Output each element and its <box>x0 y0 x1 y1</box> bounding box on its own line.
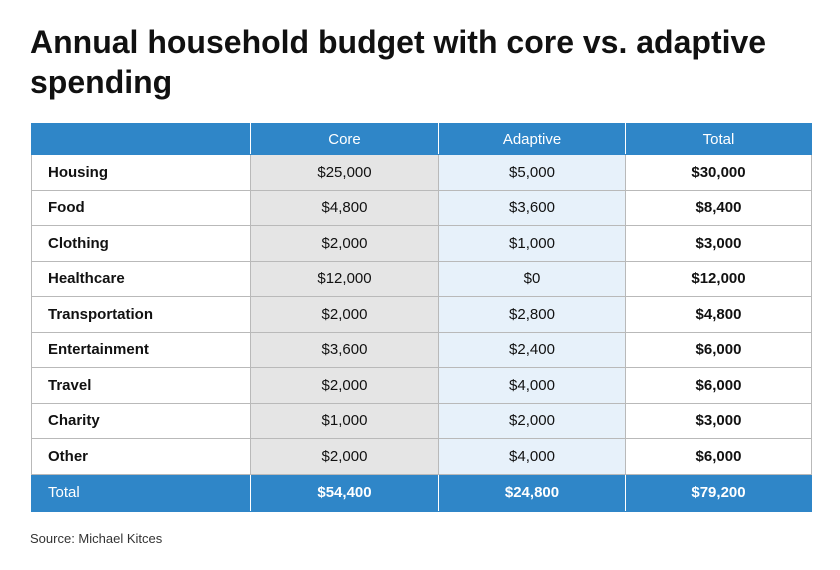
row-adaptive-cell: $1,000 <box>438 225 626 262</box>
row-core-cell: $2,000 <box>250 225 439 262</box>
column-header-total: Total <box>625 123 812 155</box>
row-total-cell: $12,000 <box>625 260 812 297</box>
row-total-cell: $6,000 <box>625 331 812 368</box>
row-total-cell: $4,800 <box>625 296 812 333</box>
row-category-cell: Other <box>31 438 251 475</box>
row-adaptive-cell: $2,400 <box>438 331 626 368</box>
row-core-cell: $25,000 <box>250 154 439 191</box>
row-total-cell: $30,000 <box>625 154 812 191</box>
row-category-cell: Entertainment <box>31 331 251 368</box>
total-label: Total <box>31 473 251 512</box>
row-core-cell: $12,000 <box>250 260 439 297</box>
row-adaptive-cell: $3,600 <box>438 189 626 226</box>
table-body: Housing $25,000 $5,000 $30,000 Food $4,800 $3,… <box>31 154 812 475</box>
table-row: Other $2,000 $4,000 $6,000 <box>31 438 812 475</box>
row-core-cell: $1,000 <box>250 402 439 439</box>
row-adaptive-cell: $4,000 <box>438 367 626 404</box>
table-row: Clothing $2,000 $1,000 $3,000 <box>31 225 812 262</box>
total-adaptive: $24,800 <box>438 473 626 512</box>
table-row: Entertainment $3,600 $2,400 $6,000 <box>31 331 812 368</box>
table-row: Travel $2,000 $4,000 $6,000 <box>31 367 812 404</box>
row-total-cell: $6,000 <box>625 438 812 475</box>
row-adaptive-cell: $2,000 <box>438 402 626 439</box>
column-header-category <box>31 123 251 155</box>
row-adaptive-cell: $5,000 <box>438 154 626 191</box>
source-note: Source: Michael Kitces <box>30 531 163 546</box>
row-core-cell: $2,000 <box>250 367 439 404</box>
row-adaptive-cell: $0 <box>438 260 626 297</box>
row-total-cell: $6,000 <box>625 367 812 404</box>
page-title: Annual household budget with core vs. ad… <box>30 24 767 100</box>
row-category-cell: Clothing <box>31 225 251 262</box>
column-header-core: Core <box>250 123 439 155</box>
table-row: Housing $25,000 $5,000 $30,000 <box>31 154 812 191</box>
table-row: Food $4,800 $3,600 $8,400 <box>31 189 812 226</box>
total-total: $79,200 <box>625 473 812 512</box>
row-core-cell: $2,000 <box>250 296 439 333</box>
row-total-cell: $8,400 <box>625 189 812 226</box>
row-total-cell: $3,000 <box>625 402 812 439</box>
row-total-cell: $3,000 <box>625 225 812 262</box>
row-category-cell: Housing <box>31 154 251 191</box>
row-category-cell: Travel <box>31 367 251 404</box>
row-category-cell: Transportation <box>31 296 251 333</box>
row-category-cell: Healthcare <box>31 260 251 297</box>
row-category-cell: Charity <box>31 402 251 439</box>
budget-table: Core Adaptive Total Housing $25,000 $5,000… <box>31 123 812 512</box>
row-adaptive-cell: $4,000 <box>438 438 626 475</box>
row-core-cell: $2,000 <box>250 438 439 475</box>
total-core: $54,400 <box>250 473 439 512</box>
table-header-row: Core Adaptive Total <box>31 123 812 155</box>
row-core-cell: $3,600 <box>250 331 439 368</box>
table-total-row: Total $54,400 $24,800 $79,200 <box>31 473 812 512</box>
column-header-adaptive: Adaptive <box>438 123 626 155</box>
row-adaptive-cell: $2,800 <box>438 296 626 333</box>
row-category-cell: Food <box>31 189 251 226</box>
table-row: Charity $1,000 $2,000 $3,000 <box>31 402 812 439</box>
table-row: Healthcare $12,000 $0 $12,000 <box>31 260 812 297</box>
row-core-cell: $4,800 <box>250 189 439 226</box>
table-row: Transportation $2,000 $2,800 $4,800 <box>31 296 812 333</box>
